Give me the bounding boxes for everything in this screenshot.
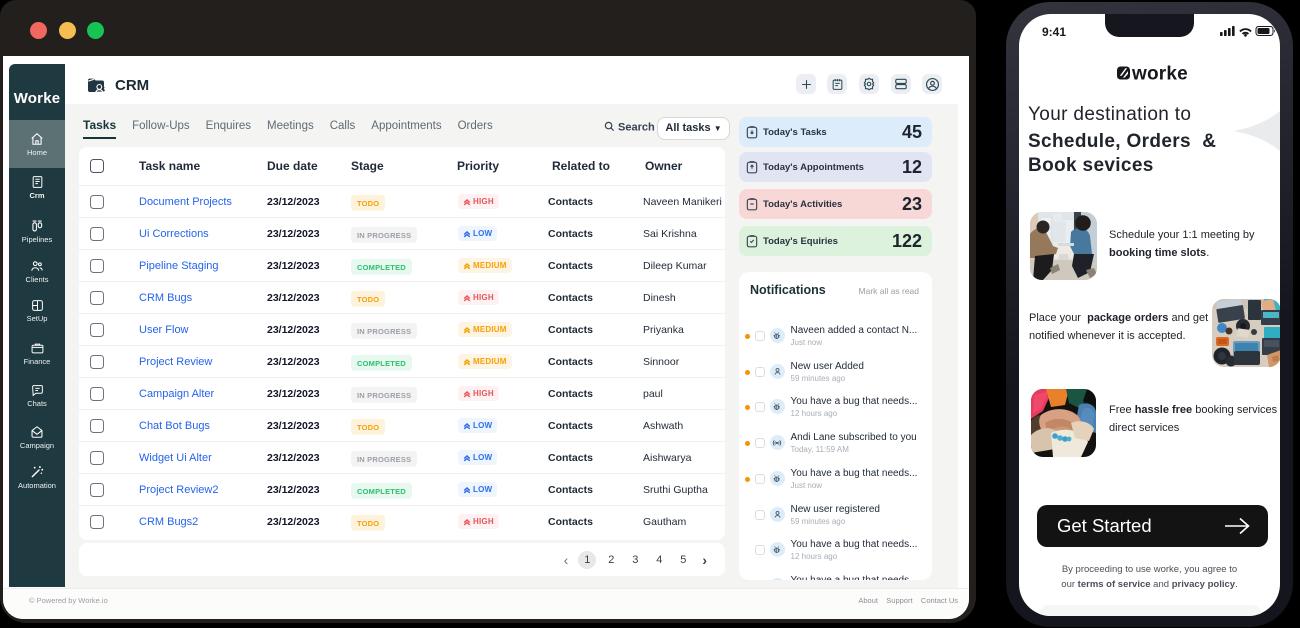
svg-text:worke: worke (1131, 64, 1188, 84)
